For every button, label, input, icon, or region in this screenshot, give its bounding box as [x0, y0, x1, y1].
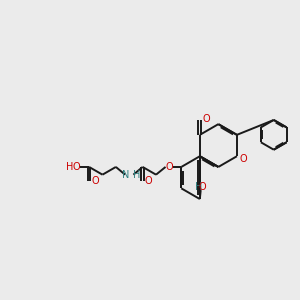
- Text: O: O: [72, 162, 80, 172]
- Text: O: O: [91, 176, 99, 186]
- Text: O: O: [240, 154, 247, 164]
- Text: O: O: [145, 176, 152, 186]
- Text: H: H: [195, 182, 202, 192]
- Text: H: H: [133, 170, 140, 180]
- Text: O: O: [166, 162, 173, 172]
- Text: H: H: [66, 162, 73, 172]
- Text: O: O: [202, 114, 210, 124]
- Text: O: O: [199, 182, 207, 192]
- Text: N: N: [122, 170, 129, 180]
